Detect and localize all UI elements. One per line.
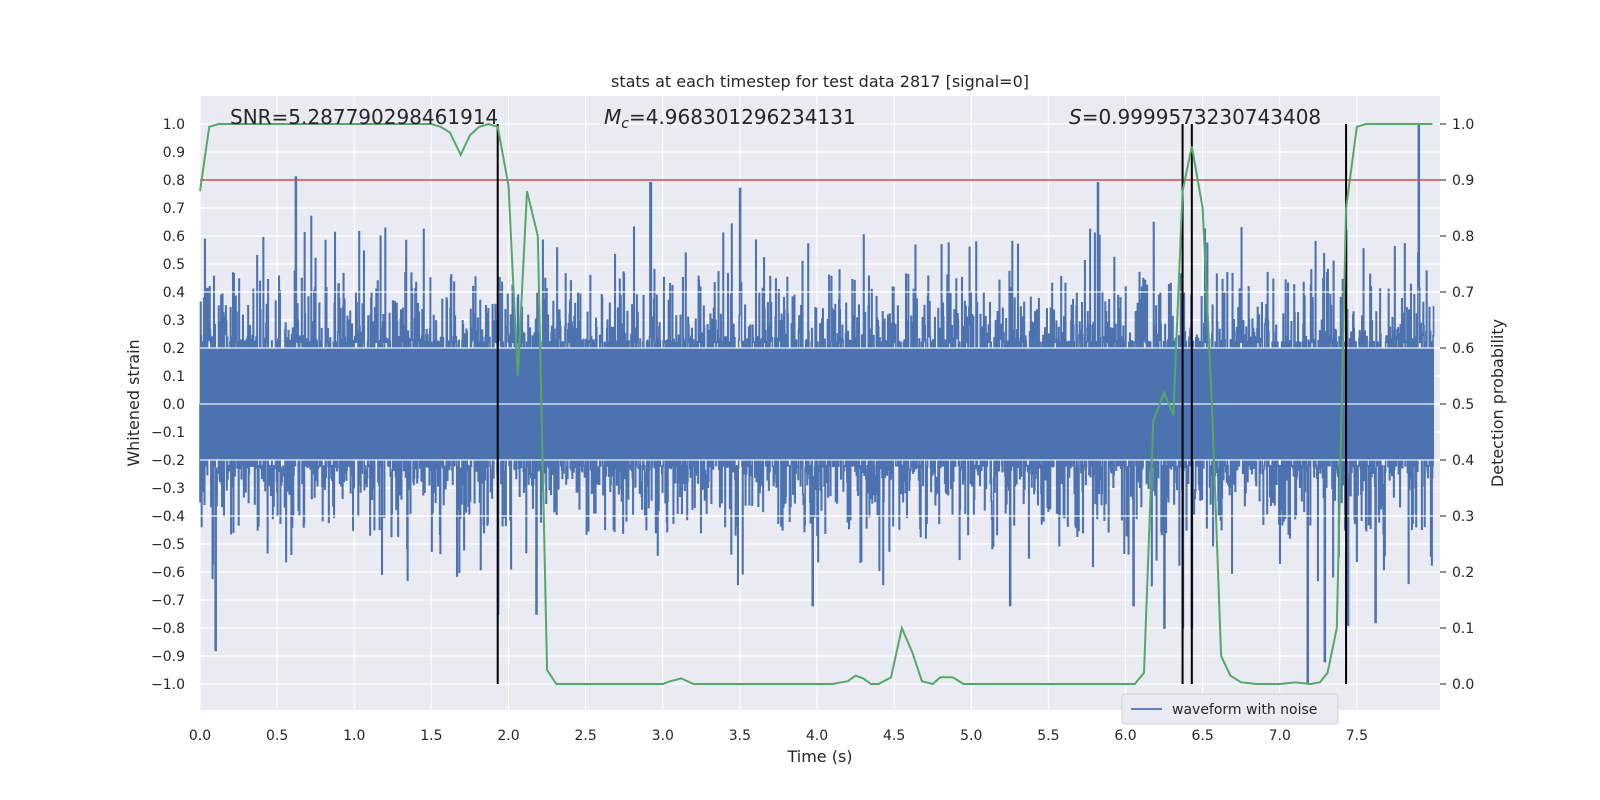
y-axis-label: Whitened strain <box>124 339 143 466</box>
x-tick-label: 0.0 <box>189 728 211 744</box>
y2-tick-label: 0.7 <box>1452 285 1474 301</box>
y-tick-label: −0.5 <box>151 537 185 553</box>
y-tick-label: 0.4 <box>163 285 185 301</box>
y-tick-label: −0.1 <box>151 425 185 441</box>
y-tick-label: −0.8 <box>151 621 185 637</box>
waveform-series <box>199 123 1440 685</box>
mc-value: =4.968301296234131 <box>629 105 856 129</box>
x-tick-label: 0.5 <box>266 728 288 744</box>
legend: waveform with noise <box>1121 693 1339 725</box>
x-tick-label: 5.5 <box>1037 728 1059 744</box>
x-tick-label: 6.5 <box>1191 728 1213 744</box>
y2-axis-label: Detection probability <box>1488 319 1507 487</box>
y2-tick-label: 1.0 <box>1452 117 1474 133</box>
mc-symbol: M <box>604 105 621 129</box>
y2-tick-label: 0.0 <box>1452 677 1474 693</box>
chart-title: stats at each timestep for test data 281… <box>611 72 1029 91</box>
x-tick-label: 2.0 <box>497 728 519 744</box>
s-annotation: S=0.9999573230743408 <box>1069 105 1321 129</box>
y2-tick-label: 0.4 <box>1452 453 1474 469</box>
x-tick-label: 2.5 <box>574 728 596 744</box>
x-tick-label: 4.0 <box>806 728 828 744</box>
y-tick-label: 0.8 <box>163 173 185 189</box>
s-value: =0.9999573230743408 <box>1082 105 1321 129</box>
mc-subscript: c <box>621 116 629 132</box>
mc-annotation: Mc=4.968301296234131 <box>604 105 856 132</box>
x-tick-label: 3.0 <box>652 728 674 744</box>
y2-tick-label: 0.3 <box>1452 509 1474 525</box>
y-tick-label: −0.6 <box>151 565 185 581</box>
y-tick-label: −0.7 <box>151 593 185 609</box>
probability-series <box>199 122 1433 686</box>
y-tick-label: 0.7 <box>163 201 185 217</box>
s-symbol: S <box>1069 105 1082 129</box>
x-tick-label: 7.5 <box>1346 728 1368 744</box>
y2-tick-label: 0.5 <box>1452 397 1474 413</box>
waveform-line <box>199 123 1435 685</box>
y-tick-label: −0.4 <box>151 509 185 525</box>
y-tick-label: 0.6 <box>163 229 185 245</box>
probability-line <box>199 122 1433 686</box>
y2-tick-label: 0.9 <box>1452 173 1474 189</box>
y2-tick-label: 0.2 <box>1452 565 1474 581</box>
y-tick-label: 0.2 <box>163 341 185 357</box>
y2-tick-label: 0.6 <box>1452 341 1474 357</box>
y2-tick-label: 0.1 <box>1452 621 1474 637</box>
x-tick-label: 4.5 <box>883 728 905 744</box>
y-tick-label: 0.9 <box>163 145 185 161</box>
ticks: 0.0 0.5 1.0 1.5 2.0 2.5 3.0 3.5 4.0 4.5 5.0 5.5 6.0 6… <box>151 117 1474 744</box>
y-tick-label: −1.0 <box>151 677 185 693</box>
y-tick-label: 0.0 <box>163 397 185 413</box>
x-tick-label: 3.5 <box>729 728 751 744</box>
legend-label: waveform with noise <box>1172 702 1317 718</box>
x-tick-label: 1.5 <box>420 728 442 744</box>
y-tick-label: 0.3 <box>163 313 185 329</box>
y-tick-label: −0.2 <box>151 453 185 469</box>
x-tick-label: 5.0 <box>960 728 982 744</box>
snr-annotation: SNR=5.287790298461914 <box>230 105 498 129</box>
y-tick-label: 0.1 <box>163 369 185 385</box>
y2-tick-label: 0.8 <box>1452 229 1474 245</box>
x-tick-label: 1.0 <box>343 728 365 744</box>
y-tick-label: −0.9 <box>151 649 185 665</box>
y-tick-label: 0.5 <box>163 257 185 273</box>
x-tick-label: 7.0 <box>1269 728 1291 744</box>
x-tick-label: 6.0 <box>1114 728 1136 744</box>
y-tick-label: 1.0 <box>163 117 185 133</box>
y-tick-label: −0.3 <box>151 481 185 497</box>
legend-box <box>1121 693 1339 725</box>
x-axis-label: Time (s) <box>786 747 852 766</box>
